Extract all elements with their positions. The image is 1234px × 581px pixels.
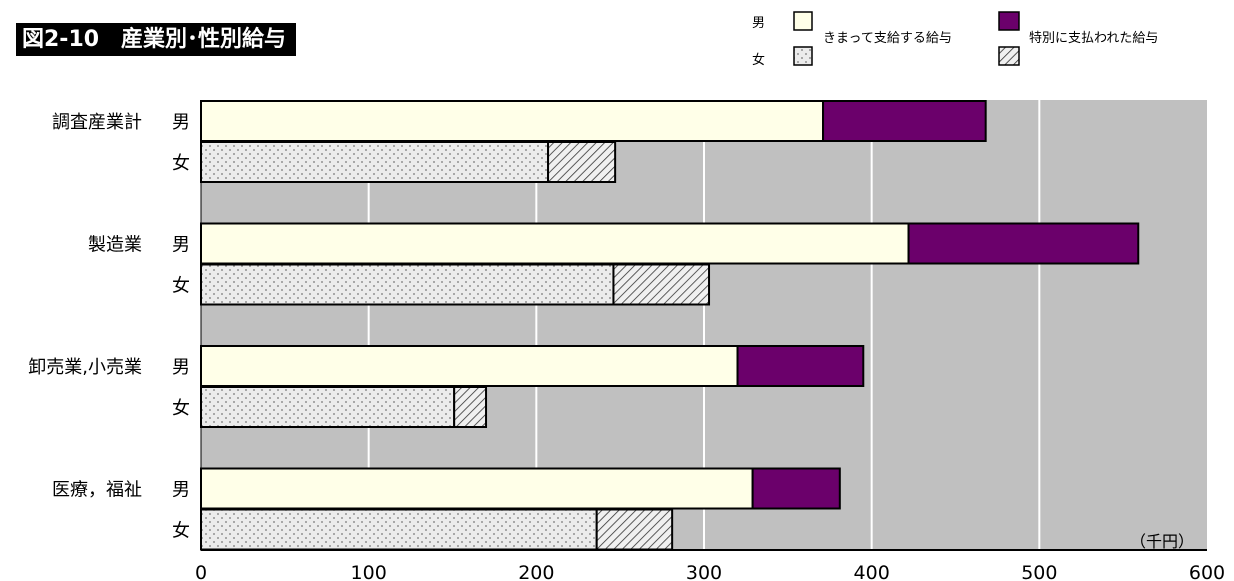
industry-label: 製造業 [88, 235, 142, 256]
legend-swatch-female-regular [793, 46, 813, 66]
bar-male-special [907, 222, 1140, 265]
bar-female-special [453, 386, 488, 428]
x-tick-label: 100 [351, 562, 387, 581]
bar-male-regular [200, 345, 739, 387]
bar-male-regular [200, 100, 825, 142]
sex-label: 女 [172, 153, 190, 174]
x-tick-label: 500 [1021, 562, 1057, 581]
bar-male-special [751, 467, 841, 510]
industry-label: 調査産業計 [52, 112, 142, 133]
x-tick-label: 0 [195, 562, 207, 581]
legend-swatch-male-special [998, 11, 1020, 31]
sex-label: 女 [172, 398, 190, 419]
axis-unit-label: （千円） [1130, 532, 1195, 551]
bar-male-regular [200, 467, 754, 510]
bar-male-regular [200, 222, 910, 265]
legend-special-label: 特別に支払われた給与 [1029, 31, 1159, 46]
bar-male-special [736, 345, 865, 387]
sex-label: 男 [172, 112, 190, 133]
bar-female-regular [200, 141, 550, 183]
sex-label: 男 [172, 235, 190, 256]
bar-female-regular [200, 386, 456, 428]
x-tick-label: 400 [854, 562, 890, 581]
bar-female-regular [200, 263, 615, 306]
bar-male-special [822, 100, 987, 142]
sex-label: 女 [172, 276, 190, 297]
bar-female-special [595, 508, 674, 551]
x-tick-label: 200 [518, 562, 554, 581]
sex-label: 女 [172, 521, 190, 542]
bar-female-special [612, 263, 711, 306]
legend-swatch-male-regular [793, 11, 813, 31]
bar-female-regular [200, 508, 598, 551]
industry-label: 医療，福祉 [52, 480, 142, 501]
legend-male-marker: 男 [752, 16, 766, 31]
figure-title: 図2-10 産業別･性別給与 [16, 23, 297, 56]
bar-female-special [547, 141, 617, 183]
legend-female-marker: 女 [752, 53, 766, 68]
industry-label: 卸売業,小売業 [28, 357, 142, 378]
legend-regular-label: きまって支給する給与 [823, 31, 952, 46]
sex-label: 男 [172, 357, 190, 378]
x-tick-label: 300 [686, 562, 722, 581]
legend-swatch-female-special [998, 46, 1020, 66]
sex-label: 男 [172, 480, 190, 501]
x-tick-label: 600 [1189, 562, 1225, 581]
